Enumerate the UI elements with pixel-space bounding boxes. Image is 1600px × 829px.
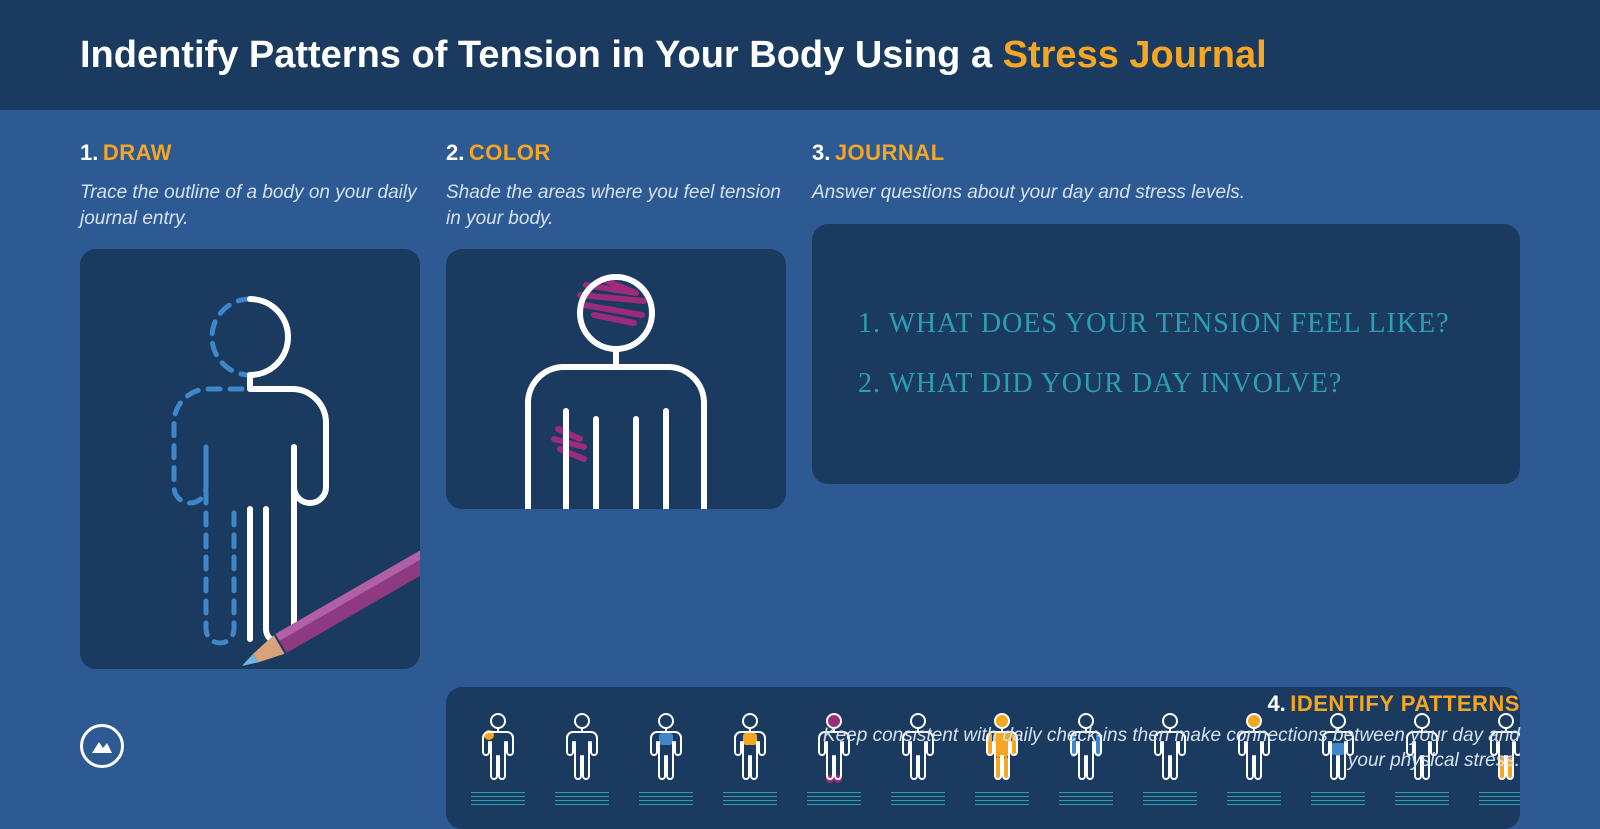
panel-draw [80,249,420,669]
step-color-desc: Shade the areas where you feel tension i… [446,180,786,231]
timeline-figure [708,709,792,808]
panel-journal: 1. What does your tension feel like? 2. … [812,224,1520,484]
mini-body-icon [562,709,602,785]
mini-body-icon [478,709,518,785]
mini-journal-lines [639,789,693,808]
draw-illustration [80,249,420,669]
page-title: Indentify Patterns of Tension in Your Bo… [80,34,1267,77]
mini-journal-lines [723,789,777,808]
step-identify-num: 4. [1267,691,1285,716]
timeline-figure [456,709,540,808]
mini-journal-lines [555,789,609,808]
mini-journal-lines [807,789,861,808]
step-color-label: COLOR [469,140,551,165]
step-draw-num: 1. [80,140,98,165]
step-color: 2. COLOR Shade the areas where you feel … [446,140,786,669]
mini-journal-lines [1479,789,1520,808]
step-journal-label: JOURNAL [835,140,945,165]
header-bar: Indentify Patterns of Tension in Your Bo… [0,0,1600,110]
journal-question-2: 2. What did your day involve? [858,368,1474,400]
step-journal-header: 3. JOURNAL [812,140,1520,166]
step-draw-header: 1. DRAW [80,140,420,166]
spacer-under-draw [80,669,420,829]
mini-journal-lines [1227,789,1281,808]
mini-journal-lines [975,789,1029,808]
step-journal-num: 3. [812,140,830,165]
mini-journal-lines [471,789,525,808]
step-draw-label: DRAW [103,140,172,165]
step-draw: 1. DRAW Trace the outline of a body on y… [80,140,420,669]
mini-journal-lines [1143,789,1197,808]
step-identify-header: 4. IDENTIFY PATTERNS [800,691,1520,717]
timeline-figure [624,709,708,808]
step-draw-desc: Trace the outline of a body on your dail… [80,180,420,231]
brand-logo-icon [80,724,124,768]
title-pre: Indentify Patterns of Tension in Your Bo… [80,34,1003,76]
step-journal: 3. JOURNAL Answer questions about your d… [812,140,1520,669]
step-identify: 4. IDENTIFY PATTERNS Keep consistent wit… [800,691,1520,774]
mini-journal-lines [1311,789,1365,808]
title-accent: Stress Journal [1003,34,1267,76]
step-color-header: 2. COLOR [446,140,786,166]
color-illustration [446,249,786,509]
panel-color [446,249,786,509]
mini-body-icon [730,709,770,785]
journal-question-1: 1. What does your tension feel like? [858,308,1474,340]
mini-journal-lines [1395,789,1449,808]
step-color-num: 2. [446,140,464,165]
mini-body-icon [646,709,686,785]
mini-journal-lines [891,789,945,808]
step-identify-label: IDENTIFY PATTERNS [1290,691,1520,716]
timeline-figure [540,709,624,808]
step-journal-desc: Answer questions about your day and stre… [812,180,1520,206]
step-identify-desc: Keep consistent with daily check-ins the… [800,723,1520,774]
mini-journal-lines [1059,789,1113,808]
